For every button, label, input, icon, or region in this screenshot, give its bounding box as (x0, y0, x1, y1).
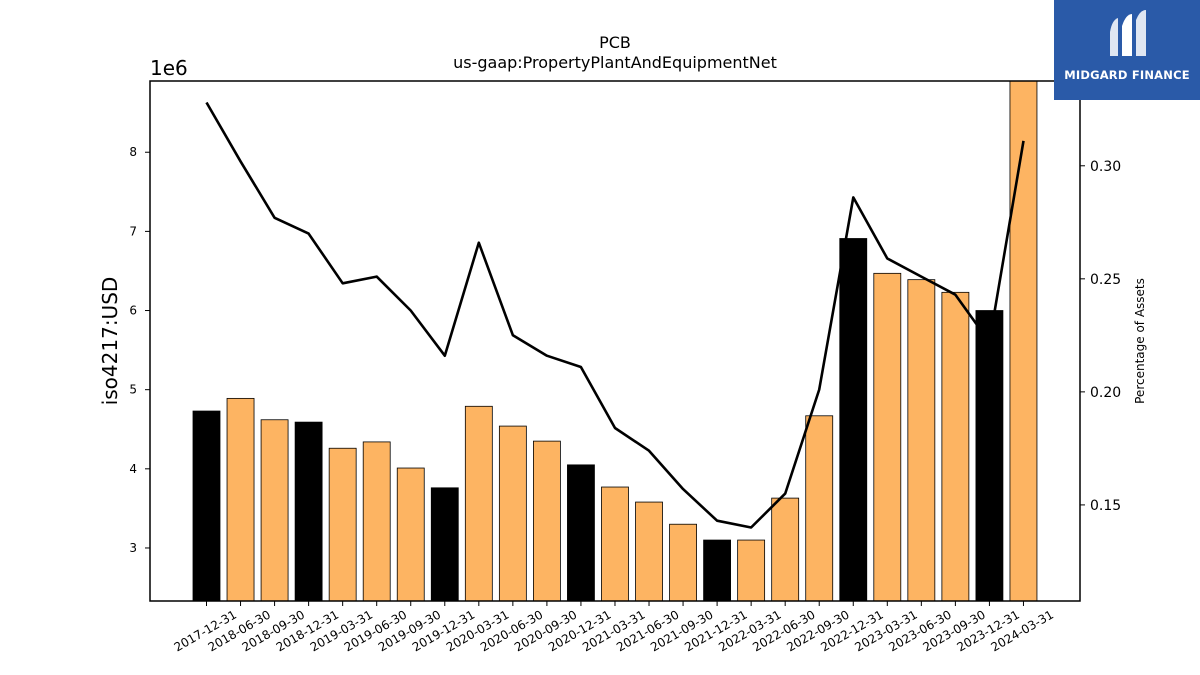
bar-2019-06-30 (362, 441, 391, 602)
bar-2023-06-30 (907, 279, 936, 602)
y2-tick-label: 0.15 (1090, 498, 1121, 514)
bar-2019-12-31 (430, 487, 459, 602)
pct-of-assets-line (205, 101, 1025, 529)
bar-2020-06-30 (498, 425, 527, 602)
bar-2021-03-31 (601, 486, 629, 602)
y2-tick-label: 0.20 (1090, 385, 1121, 401)
brand-name: MIDGARD FINANCE (1064, 68, 1190, 82)
bar-2017-12-31 (192, 410, 221, 602)
bar-2018-09-30 (260, 419, 289, 602)
y-tick-label: 6 (129, 304, 137, 318)
bar-2022-06-30 (771, 497, 800, 602)
bar-2018-12-31 (294, 421, 323, 602)
bar-2023-03-31 (873, 272, 902, 602)
y2-tick-label: 0.25 (1090, 272, 1121, 288)
plot-frame (149, 80, 1081, 602)
bars-group (192, 80, 1038, 602)
bar-2024-03-31 (1009, 80, 1038, 602)
bar-2020-09-30 (533, 440, 561, 602)
bar-2020-12-31 (567, 464, 595, 602)
y-tick-label: 4 (129, 462, 137, 476)
y-tick-label: 7 (129, 224, 137, 238)
line-group (205, 101, 1025, 529)
y-axis-label: iso4217:USD (98, 277, 122, 406)
bar-2020-03-31 (464, 405, 493, 602)
bar-2019-09-30 (396, 467, 425, 602)
bar-2022-12-31 (839, 238, 868, 602)
bar-2021-06-30 (635, 501, 663, 602)
bar-2023-09-30 (941, 291, 970, 602)
y-scale-label: 1e6 (150, 56, 188, 80)
chart-subtitle: us-gaap:PropertyPlantAndEquipmentNet (453, 53, 777, 72)
bar-2023-12-31 (975, 310, 1004, 602)
midgard-logo-icon (1110, 10, 1146, 56)
bar-2021-09-30 (669, 523, 697, 602)
brand-logo: MIDGARD FINANCE (1054, 0, 1200, 100)
y-tick-label: 5 (129, 383, 137, 397)
y2-axis-label: Percentage of Assets (1133, 278, 1147, 404)
bar-2019-03-31 (328, 447, 357, 602)
y2-tick-label: 0.30 (1090, 159, 1121, 175)
bar-2018-06-30 (226, 397, 255, 602)
bar-2021-12-31 (703, 539, 731, 602)
bar-2022-09-30 (805, 415, 834, 602)
chart-title: PCB (599, 33, 631, 52)
bar-2022-03-31 (737, 539, 766, 602)
y-tick-label: 8 (129, 145, 137, 159)
y-tick-label: 3 (129, 541, 137, 555)
